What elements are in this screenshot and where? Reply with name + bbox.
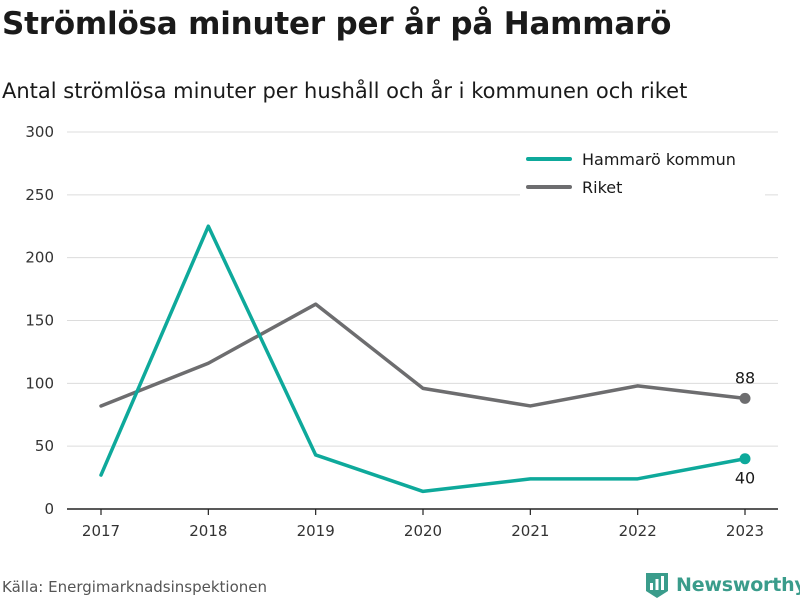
chart-subtitle: Antal strömlösa minuter per hushåll och … (2, 79, 688, 103)
y-tick-label: 100 (25, 374, 54, 392)
series-end-label: 88 (735, 368, 755, 387)
brand-logo[interactable]: Newsworthy (644, 570, 800, 600)
y-tick-label: 150 (25, 312, 54, 330)
newsworthy-logo-icon (646, 573, 668, 598)
y-tick-label: 200 (25, 249, 54, 267)
legend-label: Hammarö kommun (582, 150, 736, 169)
x-tick-label: 2021 (511, 522, 549, 540)
brand-name: Newsworthy (676, 574, 800, 596)
x-tick-label: 2020 (404, 522, 442, 540)
x-tick-label: 2023 (726, 522, 764, 540)
x-tick-label: 2019 (297, 522, 335, 540)
x-tick-label: 2022 (619, 522, 657, 540)
y-tick-label: 50 (35, 437, 54, 455)
series-end-label: 40 (735, 469, 755, 488)
series-end-point (739, 392, 751, 404)
y-tick-label: 300 (25, 123, 54, 141)
source-note: Källa: Energimarknadsinspektionen (2, 578, 268, 596)
series-end-point (739, 453, 751, 465)
legend-label: Riket (582, 178, 622, 197)
y-tick-label: 250 (25, 186, 54, 204)
series-line (99, 302, 747, 408)
x-tick-label: 2018 (189, 522, 227, 540)
y-tick-label: 0 (44, 500, 54, 518)
x-tick-label: 2017 (82, 522, 120, 540)
chart-title: Strömlösa minuter per år på Hammarö (2, 6, 672, 42)
series-line (99, 224, 747, 494)
